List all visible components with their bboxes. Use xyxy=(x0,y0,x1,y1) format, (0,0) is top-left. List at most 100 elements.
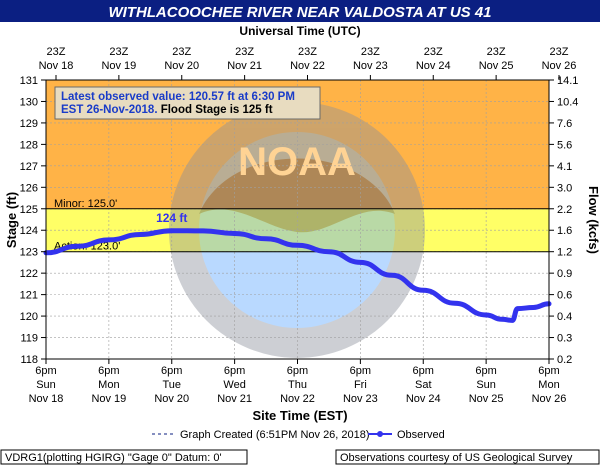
observed-point xyxy=(531,305,536,310)
observed-point xyxy=(106,237,112,243)
utc-tick-label-date: Nov 26 xyxy=(542,60,577,72)
observed-point xyxy=(138,232,143,237)
y2-tick-label: 14.1 xyxy=(557,75,578,87)
site-time-axis: 6pm Sun Nov 18 6pm Mon Nov 19 6pm Tue Nov 20 6pm W… xyxy=(29,359,567,405)
utc-tick-label-time: 23Z xyxy=(235,46,254,58)
y2-tick-label: 0.6 xyxy=(557,290,572,302)
x-tick-label-time: 6pm xyxy=(98,365,119,377)
legend-observed-text: Observed xyxy=(397,429,445,441)
x-tick-label-weekday: Mon xyxy=(98,379,119,391)
grid xyxy=(46,80,549,359)
observed-point xyxy=(75,244,80,249)
x-tick-label-time: 6pm xyxy=(350,365,371,377)
latest-observation-box: Latest observed value: 120.57 ft at 6:30… xyxy=(54,86,321,120)
y-tick-label: 118 xyxy=(20,354,38,366)
y-tick-label: 129 xyxy=(20,118,38,130)
courtesy-box xyxy=(335,449,600,465)
y2-tick-label: 3.0 xyxy=(557,182,572,194)
y-tick-label: 125 xyxy=(20,204,38,216)
chart-title: WITHLACOOCHEE RIVER NEAR VALDOSTA AT US … xyxy=(108,4,491,21)
utc-tick-label-date: Nov 21 xyxy=(227,60,262,72)
y-tick-label: 119 xyxy=(20,333,38,345)
utc-tick-label-time: 23Z xyxy=(424,46,443,58)
noaa-bird-icon xyxy=(199,158,395,233)
station-info-text: VDRG1(plotting HGIRG) "Gage 0" Datum: 0' xyxy=(5,452,222,464)
x-tick-label-date: Nov 26 xyxy=(532,393,567,405)
flow-axis: 0.2 0.3 0.4 0.6 0.9 1.2 1.6 2.2 3.0 4.1 5.6 7.6 10.4… xyxy=(549,75,578,366)
info-box-background xyxy=(54,86,321,120)
observed-point xyxy=(483,312,489,318)
x-tick-label-weekday: Sat xyxy=(415,379,432,391)
observed-point xyxy=(169,228,174,233)
x-tick-label-date: Nov 24 xyxy=(406,393,441,405)
utc-axis: 23Z Nov 18 23Z Nov 19 23Z Nov 20 23Z Nov 21 23Z N… xyxy=(39,46,577,80)
x-tick-label-time: 6pm xyxy=(161,365,182,377)
plot-area: NOAA Minor: 125.0'Action: 123.0' 124 ft … xyxy=(43,79,552,360)
y-tick-label: 124 xyxy=(20,225,38,237)
observed-point xyxy=(452,301,457,306)
utc-axis-title: Universal Time (UTC) xyxy=(239,24,360,38)
station-info-box xyxy=(0,449,248,465)
y2-tick-label: 5.6 xyxy=(557,139,572,151)
observed-point xyxy=(389,273,394,278)
y2-tick-label: 1.2 xyxy=(557,247,572,259)
observed-point xyxy=(515,306,520,311)
x-tick-label-date: Nov 23 xyxy=(343,393,378,405)
utc-tick-label-date: Nov 23 xyxy=(353,60,388,72)
observed-point xyxy=(232,231,237,236)
title-bar xyxy=(0,0,600,22)
x-tick-label-date: Nov 25 xyxy=(469,393,504,405)
x-tick-label-time: 6pm xyxy=(224,365,245,377)
y2-tick-label: 4.1 xyxy=(557,161,572,173)
utc-tick-label-time: 23Z xyxy=(298,46,317,58)
x-tick-label-time: 6pm xyxy=(475,365,496,377)
x-tick-label-date: Nov 20 xyxy=(154,393,189,405)
utc-tick-label-date: Nov 24 xyxy=(416,60,451,72)
x-tick-label-weekday: Tue xyxy=(162,379,181,391)
observed-point xyxy=(510,318,515,323)
utc-tick-label-time: 23Z xyxy=(109,46,128,58)
y-tick-label: 126 xyxy=(20,182,38,194)
y-tick-label: 123 xyxy=(20,247,38,259)
threshold-lines: Minor: 125.0'Action: 123.0' xyxy=(46,198,549,253)
x-tick-label-time: 6pm xyxy=(538,365,559,377)
y-tick-label: 131 xyxy=(20,75,38,87)
y2-tick-label: 0.4 xyxy=(557,311,572,323)
x-tick-label-time: 6pm xyxy=(287,365,308,377)
y2-tick-label: 2.2 xyxy=(557,204,572,216)
utc-tick-label-time: 23Z xyxy=(172,46,191,58)
x-tick-label-time: 6pm xyxy=(413,365,434,377)
y2-tick-label: 0.3 xyxy=(557,333,572,345)
stage-axis: 118 119 120 121 122 123 124 125 126 127 128 129 130 1… xyxy=(20,75,46,366)
utc-tick-label-time: 23Z xyxy=(47,46,66,58)
x-axis-label: Site Time (EST) xyxy=(252,408,347,423)
utc-tick-label-time: 23Z xyxy=(361,46,380,58)
info-line2-flood: Flood Stage is 125 ft xyxy=(158,104,273,116)
utc-tick-label-date: Nov 25 xyxy=(479,60,514,72)
x-tick-label-time: 6pm xyxy=(35,365,56,377)
x-tick-label-weekday: Sun xyxy=(476,379,496,391)
legend-created-text: Graph Created (6:51PM Nov 26, 2018) xyxy=(180,429,370,441)
legend-observed-marker-icon xyxy=(377,431,383,437)
y-axis-label: Stage (ft) xyxy=(4,192,19,248)
observed-series: 124 ft xyxy=(43,211,552,323)
utc-tick-label-date: Nov 20 xyxy=(164,60,199,72)
y-tick-label: 127 xyxy=(20,161,38,173)
watermark-logo-text: NOAA xyxy=(238,140,356,184)
observed-point xyxy=(358,260,363,265)
x-tick-label-weekday: Fri xyxy=(354,379,367,391)
x-tick-label-date: Nov 18 xyxy=(29,393,64,405)
info-line2-date: EST 26-Nov-2018. xyxy=(61,104,158,116)
observed-point xyxy=(263,236,269,241)
y-tick-label: 130 xyxy=(20,96,38,108)
y-tick-label: 128 xyxy=(20,139,38,151)
observed-point xyxy=(326,249,332,254)
x-tick-label-weekday: Thu xyxy=(288,379,307,391)
x-tick-label-date: Nov 19 xyxy=(91,393,126,405)
x-tick-label-date: Nov 22 xyxy=(280,393,315,405)
noaa-watermark: NOAA xyxy=(169,102,425,358)
observed-point xyxy=(421,288,426,293)
info-line2: EST 26-Nov-2018. Flood Stage is 125 ft xyxy=(61,104,273,116)
observed-point xyxy=(201,228,206,234)
